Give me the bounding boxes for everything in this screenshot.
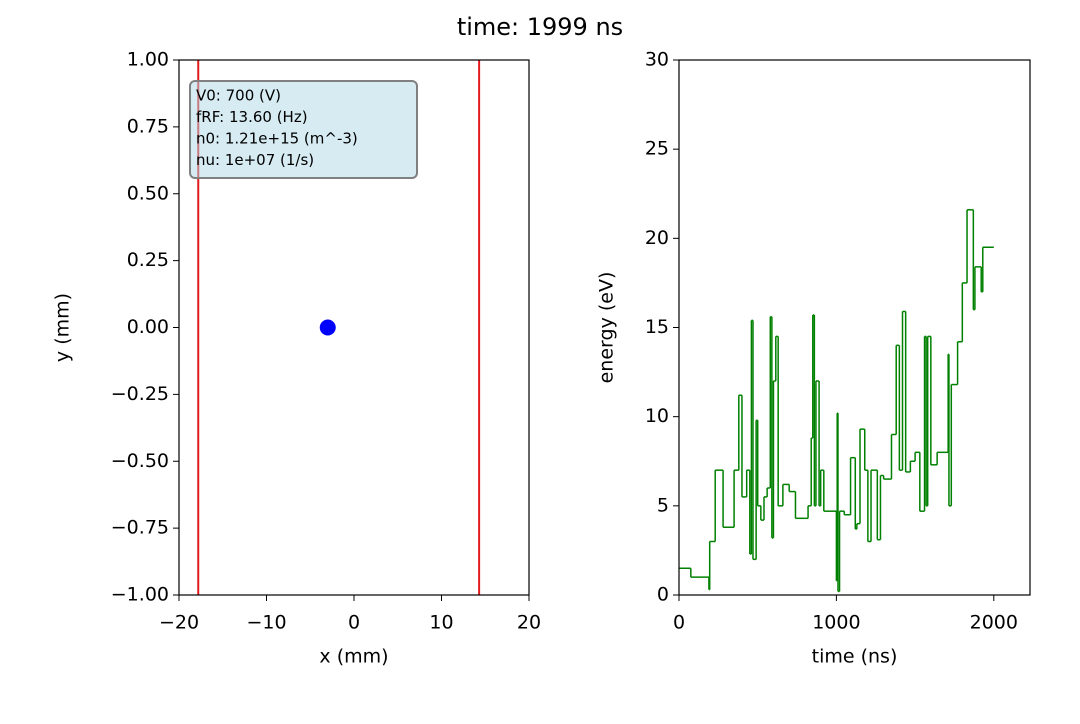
y-tick-label: 1.00: [127, 49, 169, 71]
x-tick-label: −10: [246, 612, 286, 634]
annotation-text: V0: 700 (V): [196, 87, 281, 105]
axes-frame: [678, 59, 1031, 596]
figure-title: time: 1999 ns: [457, 13, 623, 41]
annotation-text: nu: 1e+07 (1/s): [196, 151, 314, 169]
x-tick-label: −20: [159, 612, 199, 634]
y-tick-label: 30: [645, 49, 669, 71]
y-tick-label: 0.00: [127, 316, 169, 338]
x-axis-label: time (ns): [812, 646, 898, 668]
plot-area: [679, 60, 1030, 595]
x-tick-label: 1000: [812, 612, 860, 634]
annotation-box: V0: 700 (V) fRF: 13.60 (Hz) n0: 1.21e+15 (…: [189, 80, 418, 179]
y-tick-label: 0.50: [127, 182, 169, 204]
x-axis-label: x (mm): [319, 646, 388, 668]
y-tick-label: −0.50: [111, 450, 169, 472]
x-tick-label: 20: [517, 612, 541, 634]
y-tick-label: 5: [657, 494, 669, 516]
y-tick-label: 20: [645, 227, 669, 249]
annotation-text: fRF: 13.60 (Hz): [196, 108, 308, 126]
y-axis-label: y (mm): [52, 293, 74, 362]
x-tick-label: 10: [429, 612, 453, 634]
y-tick-label: 15: [645, 316, 669, 338]
y-tick-label: 10: [645, 405, 669, 427]
x-tick-label: 0: [673, 612, 685, 634]
y-tick-label: −1.00: [111, 584, 169, 606]
annotation-text: n0: 1.21e+15 (m^-3): [196, 130, 358, 148]
axes-frame: [178, 59, 530, 596]
scatter-point: [319, 319, 336, 336]
y-tick-label: −0.75: [111, 517, 169, 539]
x-tick-label: 2000: [970, 612, 1018, 634]
y-tick-label: 0: [657, 584, 669, 606]
y-tick-label: 25: [645, 138, 669, 160]
annotation-background: [189, 80, 418, 179]
y-tick-label: −0.25: [111, 383, 169, 405]
x-tick-label: 0: [348, 612, 360, 634]
y-axis-label: energy (eV): [596, 272, 618, 384]
y-tick-label: 0.25: [127, 249, 169, 271]
y-tick-label: 0.75: [127, 115, 169, 137]
